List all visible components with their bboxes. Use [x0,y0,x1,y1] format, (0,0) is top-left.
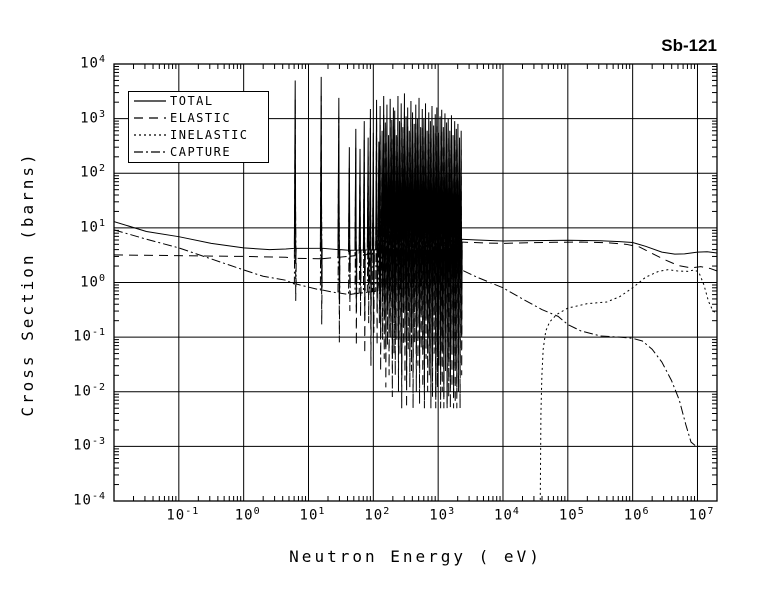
y-axis-title: Cross Section (barns) [18,151,37,417]
legend: TOTAL ELASTIC INELASTIC CAPTURE [128,91,269,163]
x-tick-label: 103 [429,506,456,524]
chart-title: Sb-121 [661,36,717,55]
legend-line-capture-icon [134,150,166,153]
y-tick-label: 10-1 [73,327,106,345]
x-tick-label: 100 [234,506,261,524]
series-capture-curve [114,160,702,447]
legend-line-elastic-icon [134,116,166,119]
x-tick-label: 107 [688,506,715,524]
x-axis-title: Neutron Energy ( eV) [289,547,542,566]
x-tick-label: 106 [623,506,650,524]
y-tick-label: 101 [80,217,106,236]
x-tick-label: 102 [364,506,391,524]
legend-label-elastic: ELASTIC [170,110,232,125]
y-tick-label: 10-2 [73,381,106,400]
legend-entry-elastic: ELASTIC [129,109,268,126]
y-axis-title-wrap: Cross Section (barns) [18,0,38,569]
y-tick-label: 100 [80,272,106,291]
legend-entry-capture: CAPTURE [129,143,268,160]
legend-entry-total: TOTAL [129,92,268,109]
y-tick-label: 102 [80,163,106,181]
x-tick-label: 104 [494,506,520,524]
x-tick-label: 105 [558,506,585,524]
x-tick-label: 101 [299,506,326,524]
series-inelastic-curve [539,269,717,500]
y-tick-label: 104 [80,54,106,72]
legend-line-inelastic-icon [134,133,166,136]
x-tick-label: 10-1 [166,506,200,524]
plot-frame [113,63,718,502]
y-tick-label: 10-4 [73,491,106,509]
legend-label-inelastic: INELASTIC [170,127,249,142]
legend-line-total-icon [134,99,166,102]
y-tick-label: 103 [80,108,106,127]
y-tick-label: 10-3 [73,436,106,455]
legend-entry-inelastic: INELASTIC [129,126,268,143]
legend-label-capture: CAPTURE [170,144,232,159]
legend-label-total: TOTAL [170,93,214,108]
